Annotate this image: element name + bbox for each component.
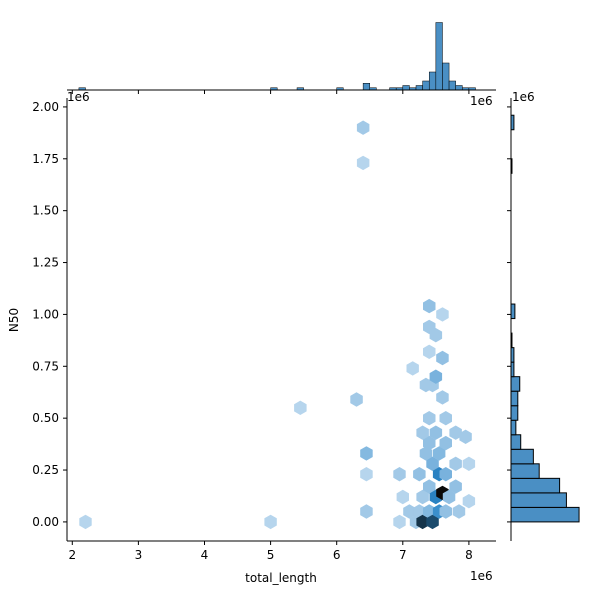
hexbin: [439, 467, 452, 482]
hexbin: [423, 298, 436, 314]
hexbin: [449, 456, 462, 471]
histogram-bar: [510, 492, 567, 508]
hexbin: [429, 425, 443, 440]
x-tick-label: 7: [399, 548, 407, 562]
hexbin: [79, 514, 92, 530]
y-tick-label: 0.50: [32, 411, 59, 425]
histogram-bar: [510, 463, 540, 479]
hexbin: [413, 467, 426, 482]
y-tick-label: 1.25: [32, 256, 59, 270]
hexbin: [393, 467, 406, 482]
y-offset-label: 1e6: [512, 90, 535, 104]
hexbin: [439, 435, 452, 451]
y-tick-label: 0.75: [32, 359, 59, 373]
hexbin: [423, 411, 436, 426]
histogram-bar: [455, 85, 463, 91]
y-tick-label: 0.00: [32, 515, 59, 529]
x-offset-label: 1e6: [470, 94, 493, 108]
hexbin: [264, 514, 277, 530]
hexbin: [416, 489, 429, 505]
x-tick-label: 6: [333, 548, 341, 562]
y-tick-label: 1.50: [32, 204, 59, 218]
hexbin: [426, 514, 439, 530]
hexbin: [426, 456, 439, 471]
hexbin: [439, 411, 452, 426]
hexbin: [294, 400, 307, 415]
y-tick-label: 0.25: [32, 463, 59, 477]
hexbin: [436, 307, 449, 322]
hexbin: [462, 494, 476, 509]
x-tick-label: 8: [465, 548, 473, 562]
hexbin: [449, 479, 462, 494]
hexbin: [350, 392, 363, 407]
histogram-bar: [510, 477, 561, 494]
histogram-bar: [510, 434, 522, 450]
y-offset-label: 1e6: [67, 90, 90, 104]
histogram-bar: [510, 419, 517, 436]
hexbin: [423, 344, 436, 359]
hexbin: [429, 328, 443, 343]
hexbin: [403, 504, 416, 519]
x-tick-label: 5: [267, 548, 275, 562]
hexbin: [449, 425, 462, 440]
x-offset-label: 1e6: [470, 569, 493, 583]
hexbin: [423, 435, 436, 451]
hexbin: [396, 489, 409, 505]
hexbin: [442, 489, 456, 505]
histogram-bar: [402, 85, 410, 91]
x-tick-label: 2: [68, 548, 76, 562]
histogram-bar: [510, 376, 521, 392]
hexbin: [356, 120, 370, 135]
histogram-bar: [510, 506, 580, 523]
hexbin: [356, 155, 370, 171]
hexbin: [416, 514, 429, 530]
hexbin: [459, 429, 472, 444]
x-axis-label: total_length: [245, 571, 317, 585]
histogram-bar: [510, 405, 519, 421]
hexbin: [416, 425, 429, 440]
hexbin: [406, 361, 419, 376]
y-tick-label: 1.75: [32, 152, 59, 166]
histogram-bar: [510, 448, 534, 465]
histogram-bar: [362, 83, 370, 91]
hexbin: [423, 479, 436, 494]
y-tick-label: 1.00: [32, 307, 59, 321]
histogram-bar: [448, 80, 456, 91]
hexbin: [360, 446, 373, 461]
hexbin: [452, 504, 466, 519]
histogram-bar: [428, 71, 437, 91]
hexbin: [393, 514, 406, 530]
x-tick-label: 4: [201, 548, 209, 562]
histogram-bar: [510, 390, 519, 407]
histogram-bar: [435, 22, 443, 91]
y-tick-label: 2.00: [32, 100, 59, 114]
histogram-bar: [510, 303, 516, 320]
hexbin: [429, 369, 443, 384]
hexbin: [360, 504, 373, 519]
histogram-bar: [415, 85, 423, 91]
hexbin: [462, 456, 476, 471]
x-tick-label: 3: [135, 548, 143, 562]
histogram-bar: [422, 80, 430, 91]
histogram-bar: [442, 62, 450, 91]
y-axis-label: N50: [7, 308, 21, 332]
hexbin: [360, 467, 373, 482]
hexbin: [432, 446, 446, 461]
hexbin: [439, 504, 452, 519]
hexbin: [436, 390, 449, 405]
hexbin: [436, 350, 449, 366]
